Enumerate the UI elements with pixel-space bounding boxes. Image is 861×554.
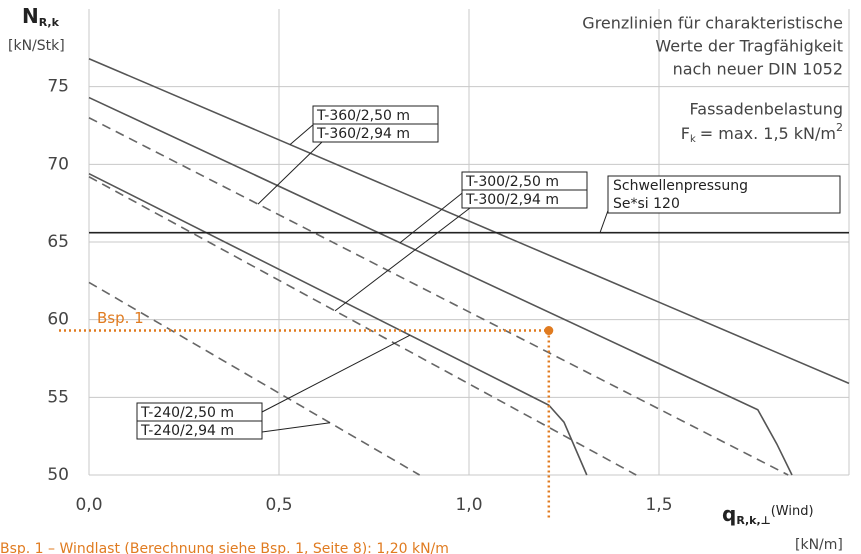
label-box [607, 175, 841, 214]
title-line: Grenzlinien für charakteristische [582, 14, 843, 33]
threshold-label: Schwellenpressung [613, 178, 748, 194]
x-unit: [kN/m] [795, 537, 843, 553]
y-tick-label: 70 [47, 154, 69, 174]
y-tick-label: 65 [47, 232, 69, 252]
series-label: T-360/2,50 m [316, 108, 410, 124]
x-symbol: q [722, 502, 736, 526]
threshold-label: Se*si 120 [613, 196, 680, 212]
x-tick-label: 1,0 [455, 495, 482, 515]
x-tick-label: 1,5 [645, 495, 672, 515]
y-tick-label: 50 [47, 465, 69, 485]
series-label: T-300/2,94 m [465, 192, 559, 208]
y-tick-label: 55 [47, 387, 69, 407]
leader-line [399, 189, 467, 244]
load-heading: Fassadenbelastung [690, 100, 843, 119]
y-unit: [kN/Stk] [8, 38, 65, 54]
series-line [88, 96, 793, 476]
title-line: nach neuer DIN 1052 [673, 60, 843, 79]
load-sub: k [690, 134, 696, 145]
footnote: Bsp. 1 – Windlast (Berechnung siehe Bsp.… [0, 541, 449, 554]
example-label: Bsp. 1 [97, 309, 144, 327]
series-label: T-240/2,50 m [140, 405, 234, 421]
y-sub: R,k [39, 16, 60, 29]
x-suffix: (Wind) [771, 504, 814, 519]
label-box [136, 420, 263, 440]
load-sup: 2 [836, 121, 843, 134]
series-line [88, 281, 421, 476]
x-tick-label: 0,0 [75, 495, 102, 515]
plot [88, 57, 850, 476]
label-box [312, 123, 439, 143]
y-axis-label: NR,k [22, 4, 60, 30]
series-line [88, 117, 789, 476]
grid: 50 55 60 65 70 75 0,0 0,5 1,0 1,5 [47, 9, 850, 515]
leader-line [334, 207, 471, 312]
y-tick-label: 75 [47, 77, 69, 97]
series-line [88, 172, 588, 476]
load-value: = max. 1,5 kN/m [700, 124, 836, 143]
annotations: T-360/2,50 m T-360/2,94 m T-300/2,50 m T-30… [59, 105, 841, 520]
y-symbol: N [22, 4, 39, 28]
y-tick-label: 60 [47, 310, 69, 330]
x-sub: R,k,⊥ [736, 514, 770, 527]
series-label: T-240/2,94 m [140, 423, 234, 439]
leader-line [261, 422, 331, 433]
example-point [544, 326, 554, 336]
label-box [461, 189, 588, 209]
title-line: Werte der Tragfähigkeit [655, 37, 843, 56]
x-tick-label: 0,5 [265, 495, 292, 515]
load-symbol: F [681, 124, 690, 143]
series-label: T-300/2,50 m [465, 174, 559, 190]
series-line [88, 57, 850, 385]
x-axis-label: qR,k,⊥(Wind) [722, 502, 814, 528]
leader-line [261, 334, 411, 413]
series-label: T-360/2,94 m [316, 126, 410, 142]
load-text: Fk = max. 1,5 kN/m2 [681, 121, 843, 145]
leader-line [257, 141, 323, 205]
